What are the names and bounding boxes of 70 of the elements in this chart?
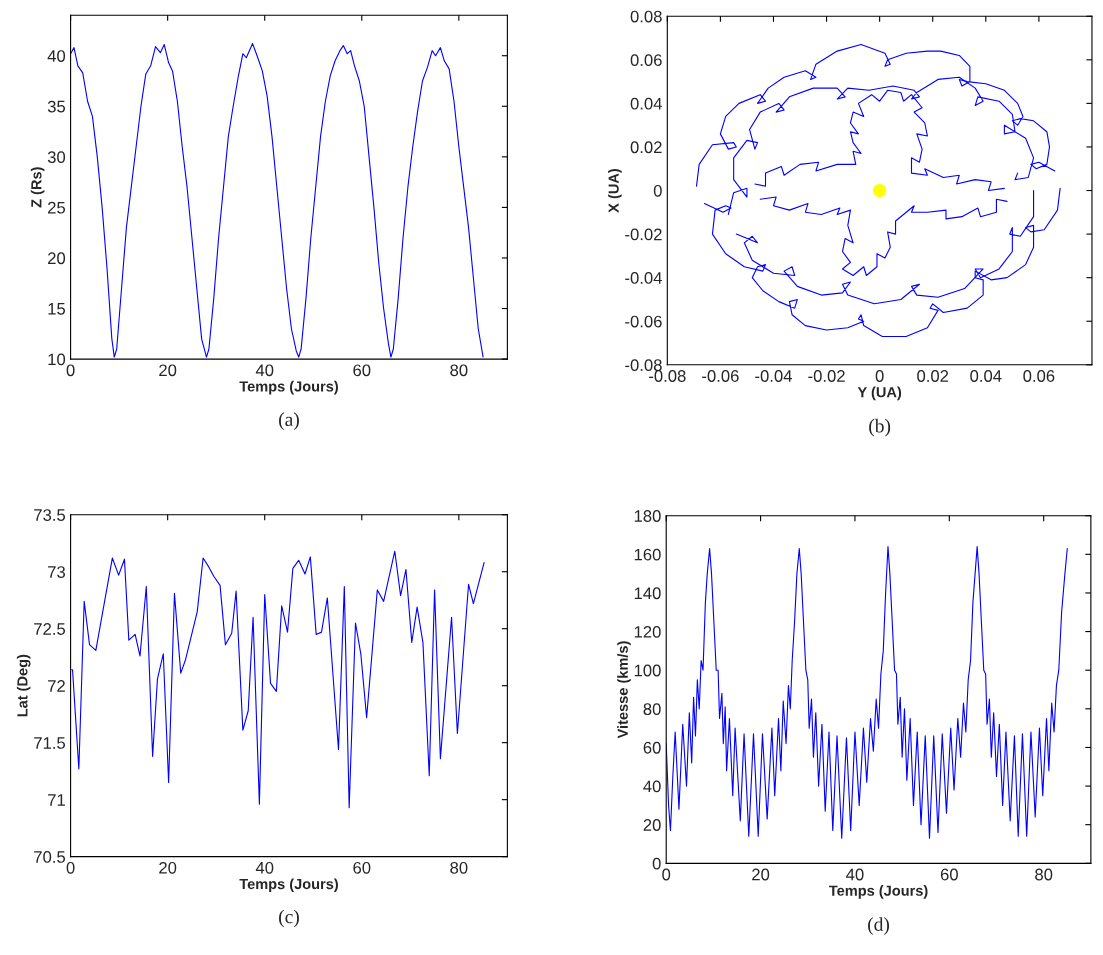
y-tick-label: 0.06	[630, 54, 662, 67]
line-series	[754, 89, 1005, 192]
x-axis-title: Temps (Jours)	[239, 380, 338, 395]
y-tick-label: 0.08	[630, 10, 662, 23]
y-tick-label: 0.02	[630, 141, 662, 154]
y-tick-label: 73	[48, 566, 65, 578]
y-tick-label: 10	[48, 353, 66, 366]
y-tick-label: 25	[48, 201, 66, 214]
x-tick-label: 80	[1035, 868, 1053, 881]
y-tick-label: 71	[48, 794, 65, 806]
y-tick-label: 20	[48, 252, 66, 265]
text: (a)	[279, 412, 299, 430]
text: (d)	[868, 917, 890, 935]
x-tick-label: 60	[353, 861, 371, 874]
y-tick-label: -0.02	[625, 228, 662, 241]
line-series	[666, 546, 1068, 839]
y-tick-label: 80	[643, 703, 661, 716]
text: (c)	[279, 909, 299, 928]
x-tick-label: -0.06	[702, 370, 739, 382]
x-tick-label: 80	[450, 364, 468, 377]
x-tick-label: 20	[159, 861, 177, 874]
y-tick-label: 40	[47, 50, 66, 62]
x-tick-label: 0	[662, 868, 671, 881]
x-tick-label: 40	[846, 868, 864, 881]
y-tick-label: 72	[48, 680, 65, 692]
x-tick-label: 60	[353, 364, 371, 377]
y-tick-label: 0	[653, 184, 662, 197]
x-tick-label: 0.04	[970, 370, 1002, 382]
x-tick-label: 20	[752, 868, 770, 881]
x-axis-title: Temps (Jours)	[829, 885, 928, 899]
y-axis-title: Z (Rs)	[30, 167, 45, 208]
x-tick-label: 0.02	[917, 370, 949, 382]
y-axis-title: Lat (Deg)	[16, 654, 31, 717]
y-tick-label: 15	[48, 303, 66, 315]
x-tick-label: 0	[875, 370, 884, 382]
y-tick-label: 35	[47, 100, 66, 113]
y-tick-label: 180	[634, 510, 661, 522]
y-tick-label: 73.5	[34, 509, 66, 521]
y-tick-label: 71.5	[34, 737, 66, 749]
y-tick-label: -0.04	[625, 272, 662, 284]
y-tick-label: 20	[643, 819, 661, 831]
x-tick-label: -0.02	[808, 370, 845, 382]
x-tick-label: 0.06	[1023, 370, 1055, 382]
y-tick-label: 160	[634, 548, 661, 561]
y-tick-label: 100	[634, 664, 661, 677]
y-tick-label: 60	[643, 741, 661, 754]
line-series	[71, 550, 485, 809]
y-tick-label: 120	[634, 625, 661, 638]
y-tick-label: 40	[643, 780, 661, 793]
y-tick-label: 30	[47, 151, 66, 164]
x-axis-title: Y (UA)	[857, 386, 902, 401]
y-tick-label: 70.5	[34, 851, 66, 863]
x-tick-label: -0.04	[755, 370, 792, 382]
line-series	[759, 196, 1008, 277]
x-tick-label: 0	[66, 364, 75, 377]
x-tick-label: 0	[66, 861, 75, 874]
line-series	[70, 43, 484, 358]
x-tick-label: 40	[255, 364, 274, 377]
x-axis-title: Temps (Jours)	[239, 878, 338, 893]
y-axis-title: Vitesse (km/s)	[617, 641, 631, 739]
y-tick-label: 72.5	[34, 623, 66, 635]
y-tick-label: -0.06	[625, 315, 662, 328]
x-tick-label: 20	[159, 364, 177, 377]
x-tick-label: 60	[940, 868, 958, 881]
x-tick-label: 40	[255, 861, 274, 874]
y-axis-title: X (UA)	[608, 168, 622, 213]
y-tick-label: 0.04	[630, 97, 662, 110]
y-tick-label: 140	[634, 587, 661, 600]
x-tick-label: 80	[450, 861, 468, 874]
text: (b)	[869, 418, 891, 437]
